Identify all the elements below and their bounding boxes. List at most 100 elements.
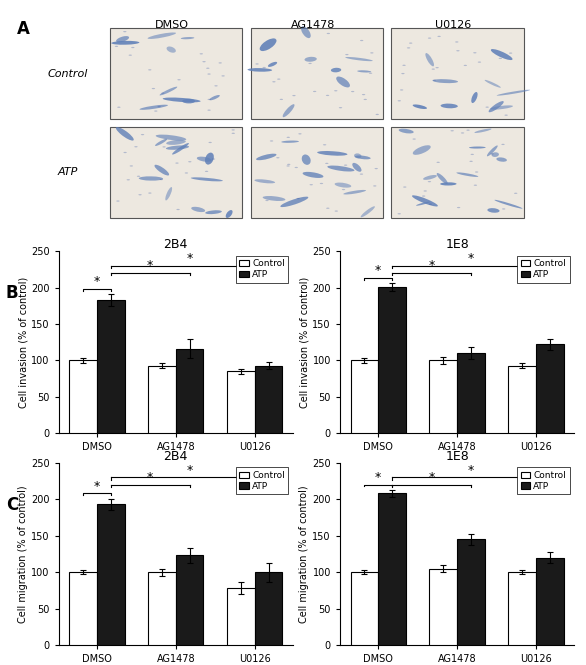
- Circle shape: [263, 67, 266, 68]
- Circle shape: [485, 106, 489, 108]
- Circle shape: [376, 114, 379, 115]
- Bar: [457, 353, 485, 434]
- Circle shape: [128, 55, 132, 56]
- Circle shape: [475, 172, 478, 173]
- Text: *: *: [428, 471, 435, 484]
- Circle shape: [154, 110, 158, 112]
- Ellipse shape: [280, 197, 308, 207]
- Circle shape: [499, 58, 502, 59]
- Title: 1E8: 1E8: [445, 238, 469, 251]
- Circle shape: [287, 166, 290, 167]
- Bar: [255, 572, 282, 645]
- Text: B: B: [6, 285, 19, 303]
- Y-axis label: Cell invasion (% of control): Cell invasion (% of control): [299, 277, 309, 408]
- Circle shape: [158, 106, 161, 107]
- Circle shape: [422, 196, 425, 197]
- Circle shape: [209, 142, 212, 143]
- Bar: [430, 360, 457, 434]
- Circle shape: [401, 73, 404, 74]
- Text: *: *: [94, 275, 100, 289]
- Ellipse shape: [343, 190, 366, 194]
- Circle shape: [207, 73, 211, 74]
- Circle shape: [473, 52, 476, 53]
- Circle shape: [207, 110, 211, 111]
- Ellipse shape: [345, 57, 373, 61]
- Ellipse shape: [163, 98, 200, 102]
- Circle shape: [461, 132, 464, 134]
- Circle shape: [432, 80, 436, 81]
- Ellipse shape: [247, 68, 272, 72]
- Bar: [176, 555, 203, 645]
- Circle shape: [431, 68, 435, 70]
- Circle shape: [342, 189, 345, 190]
- FancyBboxPatch shape: [391, 127, 524, 217]
- Circle shape: [362, 94, 365, 95]
- Ellipse shape: [116, 36, 129, 43]
- Ellipse shape: [416, 201, 430, 205]
- Circle shape: [369, 72, 372, 74]
- Ellipse shape: [485, 80, 501, 88]
- Ellipse shape: [197, 157, 212, 162]
- Ellipse shape: [155, 139, 167, 146]
- FancyBboxPatch shape: [110, 29, 243, 118]
- Ellipse shape: [191, 178, 223, 182]
- Circle shape: [514, 193, 517, 194]
- Circle shape: [313, 91, 316, 92]
- Ellipse shape: [425, 53, 434, 66]
- Ellipse shape: [226, 210, 233, 218]
- Legend: Control, ATP: Control, ATP: [517, 255, 570, 283]
- Circle shape: [176, 209, 180, 210]
- Ellipse shape: [489, 101, 504, 112]
- Ellipse shape: [354, 154, 362, 158]
- Circle shape: [400, 89, 403, 90]
- Circle shape: [413, 138, 416, 140]
- Circle shape: [397, 213, 401, 214]
- Circle shape: [363, 99, 367, 100]
- Circle shape: [505, 114, 508, 116]
- Circle shape: [280, 98, 283, 100]
- Ellipse shape: [116, 127, 134, 140]
- Text: *: *: [375, 265, 381, 277]
- Text: A: A: [18, 20, 30, 38]
- Ellipse shape: [490, 105, 513, 110]
- Circle shape: [130, 166, 133, 167]
- Circle shape: [464, 65, 467, 66]
- Ellipse shape: [423, 175, 437, 180]
- Circle shape: [295, 167, 298, 168]
- Ellipse shape: [474, 128, 492, 133]
- FancyBboxPatch shape: [110, 127, 243, 217]
- Ellipse shape: [441, 104, 458, 108]
- Circle shape: [360, 40, 363, 41]
- Circle shape: [326, 207, 329, 209]
- Circle shape: [351, 91, 355, 92]
- Circle shape: [335, 210, 338, 211]
- Ellipse shape: [191, 207, 205, 212]
- Circle shape: [469, 161, 473, 162]
- Circle shape: [231, 133, 235, 134]
- Circle shape: [115, 46, 118, 47]
- Circle shape: [188, 161, 192, 162]
- Ellipse shape: [469, 146, 486, 148]
- Circle shape: [123, 31, 127, 33]
- Ellipse shape: [148, 33, 176, 39]
- Circle shape: [455, 41, 458, 43]
- Circle shape: [212, 158, 215, 160]
- Text: *: *: [428, 259, 435, 272]
- Circle shape: [437, 162, 440, 163]
- Circle shape: [202, 61, 206, 63]
- Y-axis label: Cell migration (% of control): Cell migration (% of control): [299, 485, 309, 622]
- Ellipse shape: [156, 134, 186, 140]
- Ellipse shape: [471, 92, 478, 103]
- Circle shape: [325, 163, 329, 164]
- Circle shape: [117, 106, 121, 108]
- Circle shape: [161, 92, 165, 94]
- Text: Control: Control: [48, 68, 88, 78]
- Ellipse shape: [111, 41, 139, 45]
- Circle shape: [473, 185, 477, 186]
- Bar: [97, 504, 124, 645]
- Circle shape: [137, 176, 140, 177]
- Bar: [69, 360, 97, 434]
- Ellipse shape: [328, 166, 355, 172]
- Circle shape: [309, 184, 313, 186]
- Circle shape: [502, 208, 505, 209]
